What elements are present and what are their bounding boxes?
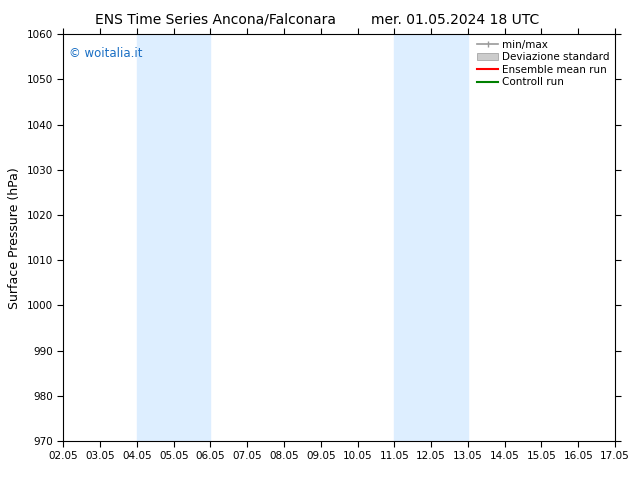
Text: ENS Time Series Ancona/Falconara        mer. 01.05.2024 18 UTC: ENS Time Series Ancona/Falconara mer. 01… bbox=[95, 12, 539, 26]
Y-axis label: Surface Pressure (hPa): Surface Pressure (hPa) bbox=[8, 167, 21, 309]
Bar bbox=[394, 34, 468, 441]
Text: © woitalia.it: © woitalia.it bbox=[69, 47, 143, 59]
Bar bbox=[137, 34, 210, 441]
Legend: min/max, Deviazione standard, Ensemble mean run, Controll run: min/max, Deviazione standard, Ensemble m… bbox=[476, 37, 612, 89]
